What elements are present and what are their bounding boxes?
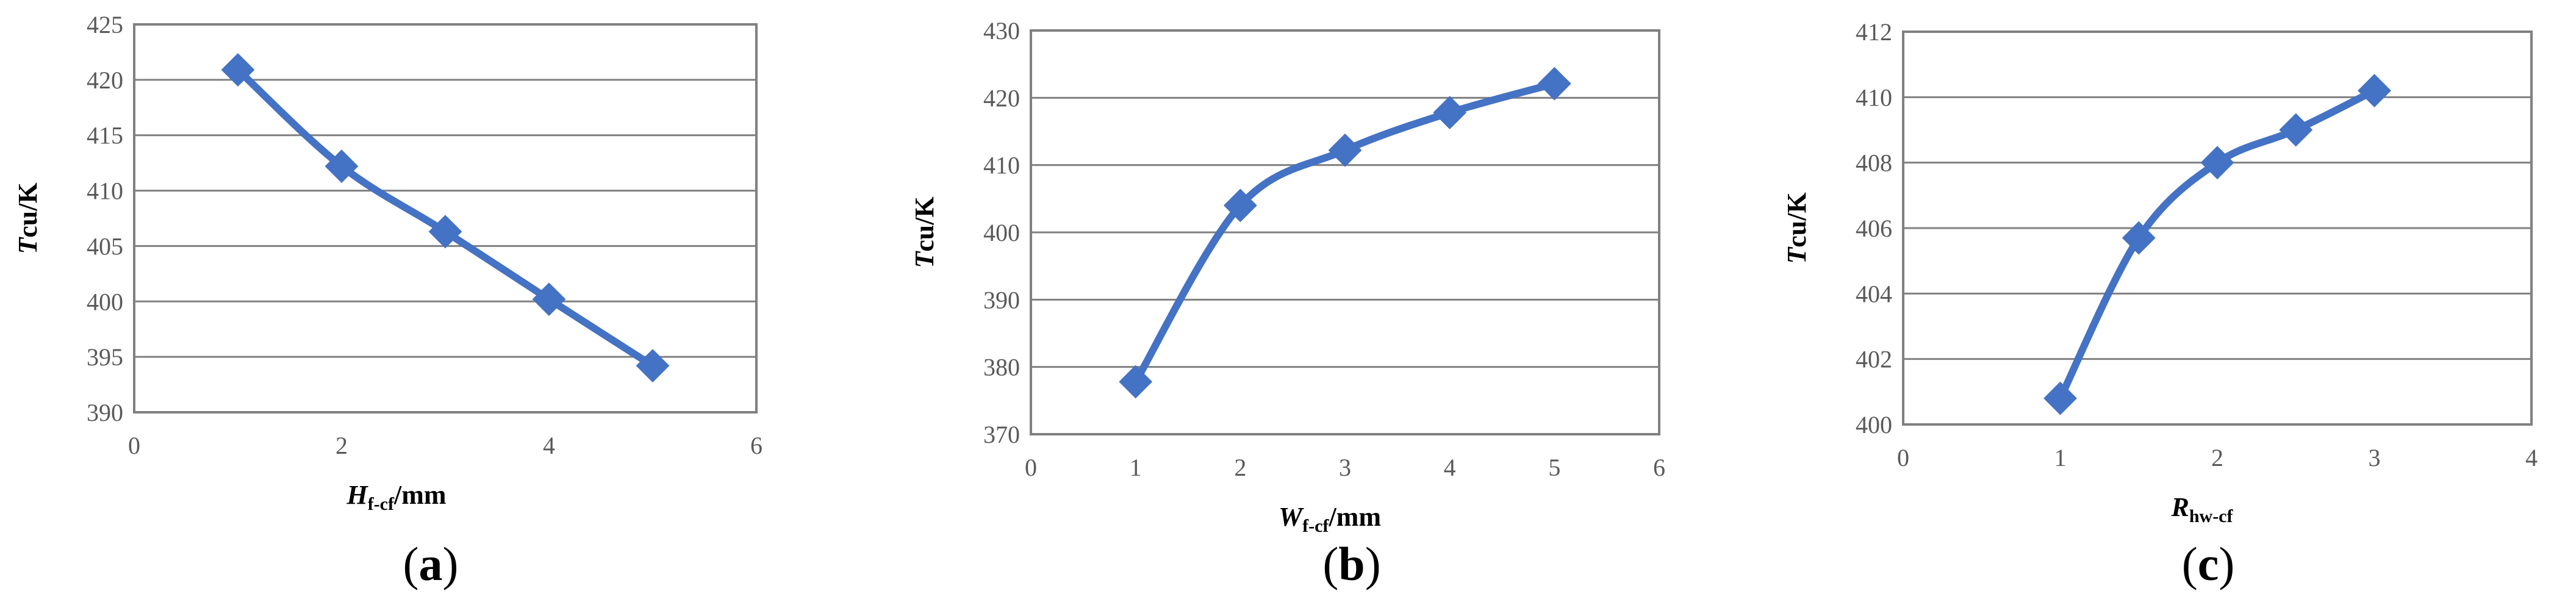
x-tick-label: 1: [2054, 444, 2067, 471]
y-tick-label: 408: [1856, 149, 1892, 177]
chart-b: 370 380 390 400 410 420 430 0 1 2 3 4 5 6 Wf-cf/mm Tcu/…: [909, 17, 1665, 536]
x-tick-label: 1: [1130, 454, 1142, 481]
panel-c-caption: (c): [2181, 537, 2235, 590]
data-point-marker: [1328, 133, 1362, 167]
y-tick-label: 390: [983, 286, 1020, 313]
x-tick-label: 3: [2369, 444, 2381, 471]
x-tick-label: 2: [2211, 444, 2223, 471]
panel-b-caption: (b): [1322, 537, 1381, 590]
x-tick-label: 2: [335, 432, 348, 459]
y-tick-label: 425: [87, 11, 123, 38]
y-tick-label: 402: [1856, 346, 1892, 373]
data-point-marker: [221, 53, 255, 87]
data-point-marker: [1223, 188, 1257, 223]
x-tick-label: 0: [1897, 444, 1909, 471]
y-tick-label: 380: [983, 354, 1020, 381]
y-tick-label: 400: [983, 219, 1020, 246]
y-tick-label: 420: [87, 66, 123, 94]
data-point-marker: [532, 282, 566, 317]
y-tick-label: 410: [983, 152, 1020, 179]
panel-a-caption: (a): [403, 537, 459, 590]
panel-a: 390 395 400 405 410 415 420 425 0 2 4 6 Hf-cf/mm Tcu/…: [0, 0, 830, 605]
chart-a: 390 395 400 405 410 415 420 425 0 2 4 6 Hf-cf/mm Tcu/…: [13, 11, 762, 514]
y-tick-label: 420: [983, 84, 1020, 112]
data-point-marker: [428, 215, 462, 249]
data-point-marker: [1119, 365, 1153, 399]
x-tick-label: 0: [128, 432, 140, 459]
y-tick-label: 370: [983, 421, 1020, 448]
y-tick-label: 410: [87, 177, 123, 205]
y-tick-label: 404: [1856, 280, 1892, 307]
x-tick-label: 6: [750, 432, 762, 459]
data-point-marker: [2358, 74, 2391, 108]
data-point-marker: [2200, 146, 2234, 180]
x-tick-label: 2: [1234, 454, 1246, 481]
chart-c: 400 402 404 406 408 410 412 0 1 2 3 4 Rhw-cf Tcu/K: [1782, 18, 2538, 526]
data-point-marker: [2043, 381, 2077, 415]
y-axis-label: Tcu/K: [13, 182, 43, 254]
data-point-marker: [1537, 66, 1571, 101]
data-point-marker: [2122, 221, 2156, 255]
x-tick-label: 4: [2525, 444, 2538, 471]
data-point-marker: [2279, 113, 2313, 147]
y-tick-label: 406: [1856, 215, 1892, 242]
x-tick-label: 5: [1548, 454, 1560, 481]
y-tick-label: 412: [1856, 18, 1892, 46]
y-axis-label: Tcu/K: [909, 196, 939, 268]
panel-c: 400 402 404 406 408 410 412 0 1 2 3 4 Rhw-cf Tcu/K (c…: [1757, 0, 2576, 605]
x-tick-label: 3: [1339, 454, 1351, 481]
series-line: [1132, 80, 1559, 385]
y-tick-label: 400: [87, 288, 123, 315]
x-tick-label: 0: [1025, 454, 1037, 481]
y-tick-label: 430: [983, 17, 1020, 45]
y-tick-label: 410: [1856, 84, 1892, 111]
y-tick-label: 395: [87, 343, 123, 371]
y-tick-label: 390: [87, 399, 123, 426]
x-axis-label: Rhw-cf: [2170, 492, 2233, 526]
series-line: [2056, 87, 2378, 403]
y-tick-label: 405: [87, 232, 123, 260]
data-point-marker: [636, 349, 670, 383]
x-tick-label: 4: [543, 432, 555, 459]
x-axis-label: Hf-cf/mm: [346, 480, 446, 514]
panel-b: 370 380 390 400 410 420 430 0 1 2 3 4 5 6 Wf-cf/mm Tcu/…: [891, 0, 1720, 605]
x-tick-label: 4: [1444, 454, 1456, 481]
x-tick-label: 6: [1653, 454, 1665, 481]
y-tick-label: 415: [87, 122, 123, 149]
data-point-marker: [325, 149, 359, 184]
y-tick-label: 400: [1856, 411, 1892, 439]
y-axis-label: Tcu/K: [1782, 192, 1812, 263]
data-point-marker: [1433, 96, 1467, 130]
x-axis-label: Wf-cf/mm: [1279, 502, 1381, 536]
